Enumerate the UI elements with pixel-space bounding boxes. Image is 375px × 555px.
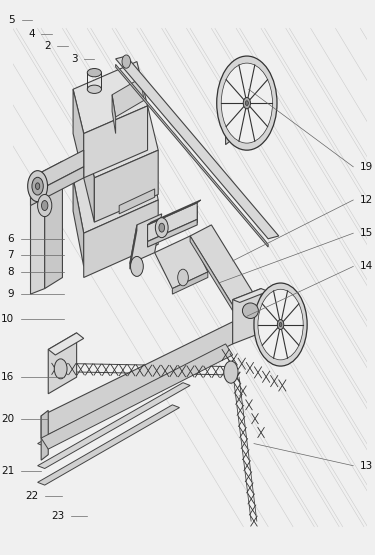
Text: 21: 21 (1, 466, 14, 476)
Text: 12: 12 (360, 195, 373, 205)
Polygon shape (232, 289, 268, 302)
Text: 19: 19 (360, 162, 373, 172)
Text: 9: 9 (8, 289, 14, 299)
Polygon shape (190, 225, 254, 305)
Circle shape (130, 256, 143, 276)
Ellipse shape (245, 304, 266, 323)
Text: 13: 13 (360, 461, 373, 471)
Circle shape (178, 269, 188, 286)
Polygon shape (30, 167, 84, 205)
Polygon shape (147, 203, 197, 241)
Polygon shape (84, 200, 158, 278)
Circle shape (243, 98, 250, 109)
Circle shape (221, 63, 273, 143)
Text: 16: 16 (1, 372, 14, 382)
Polygon shape (190, 236, 232, 311)
Polygon shape (84, 106, 158, 178)
Polygon shape (41, 410, 48, 460)
Ellipse shape (87, 85, 102, 93)
Polygon shape (73, 62, 147, 134)
Polygon shape (119, 189, 154, 214)
Polygon shape (172, 272, 208, 294)
Text: 3: 3 (71, 54, 77, 64)
Ellipse shape (242, 303, 258, 319)
Polygon shape (226, 73, 240, 145)
Polygon shape (116, 56, 279, 239)
Polygon shape (73, 145, 158, 233)
Polygon shape (112, 95, 116, 134)
Circle shape (224, 361, 238, 383)
Circle shape (258, 289, 303, 360)
Polygon shape (112, 78, 144, 117)
Text: 7: 7 (8, 250, 14, 260)
Text: 22: 22 (25, 491, 38, 501)
Text: 23: 23 (52, 511, 65, 521)
Circle shape (278, 320, 284, 330)
Polygon shape (48, 333, 84, 355)
Text: 4: 4 (28, 29, 35, 39)
Text: 14: 14 (360, 261, 373, 271)
Circle shape (38, 194, 52, 216)
Polygon shape (84, 134, 94, 222)
Polygon shape (38, 355, 197, 446)
Polygon shape (48, 333, 76, 393)
Circle shape (254, 283, 307, 366)
Circle shape (42, 200, 48, 210)
Circle shape (28, 170, 48, 201)
Circle shape (122, 55, 130, 68)
Polygon shape (38, 405, 180, 485)
Circle shape (245, 101, 248, 105)
Circle shape (155, 218, 168, 238)
Polygon shape (154, 236, 208, 289)
Polygon shape (30, 162, 62, 189)
Polygon shape (84, 106, 147, 178)
Polygon shape (147, 200, 201, 225)
Polygon shape (94, 150, 158, 222)
Circle shape (36, 183, 40, 189)
Polygon shape (226, 73, 247, 95)
Text: 20: 20 (1, 413, 14, 423)
Polygon shape (38, 383, 190, 468)
Polygon shape (116, 64, 268, 247)
Ellipse shape (87, 68, 102, 77)
Polygon shape (232, 289, 261, 344)
Text: 8: 8 (8, 267, 14, 277)
Polygon shape (45, 162, 62, 289)
Text: 2: 2 (44, 41, 51, 51)
Polygon shape (147, 219, 197, 247)
Text: 6: 6 (8, 234, 14, 244)
Text: 5: 5 (9, 15, 15, 25)
Polygon shape (130, 214, 162, 264)
Polygon shape (30, 172, 45, 294)
Text: 10: 10 (1, 314, 14, 324)
Polygon shape (41, 344, 232, 449)
Circle shape (279, 322, 282, 327)
Polygon shape (30, 150, 84, 194)
Circle shape (217, 56, 277, 150)
Polygon shape (41, 322, 232, 438)
Circle shape (159, 223, 165, 232)
Circle shape (54, 359, 67, 379)
Polygon shape (130, 225, 137, 269)
Polygon shape (73, 178, 84, 266)
Circle shape (32, 177, 43, 195)
Polygon shape (73, 89, 84, 178)
Text: 15: 15 (360, 228, 373, 238)
